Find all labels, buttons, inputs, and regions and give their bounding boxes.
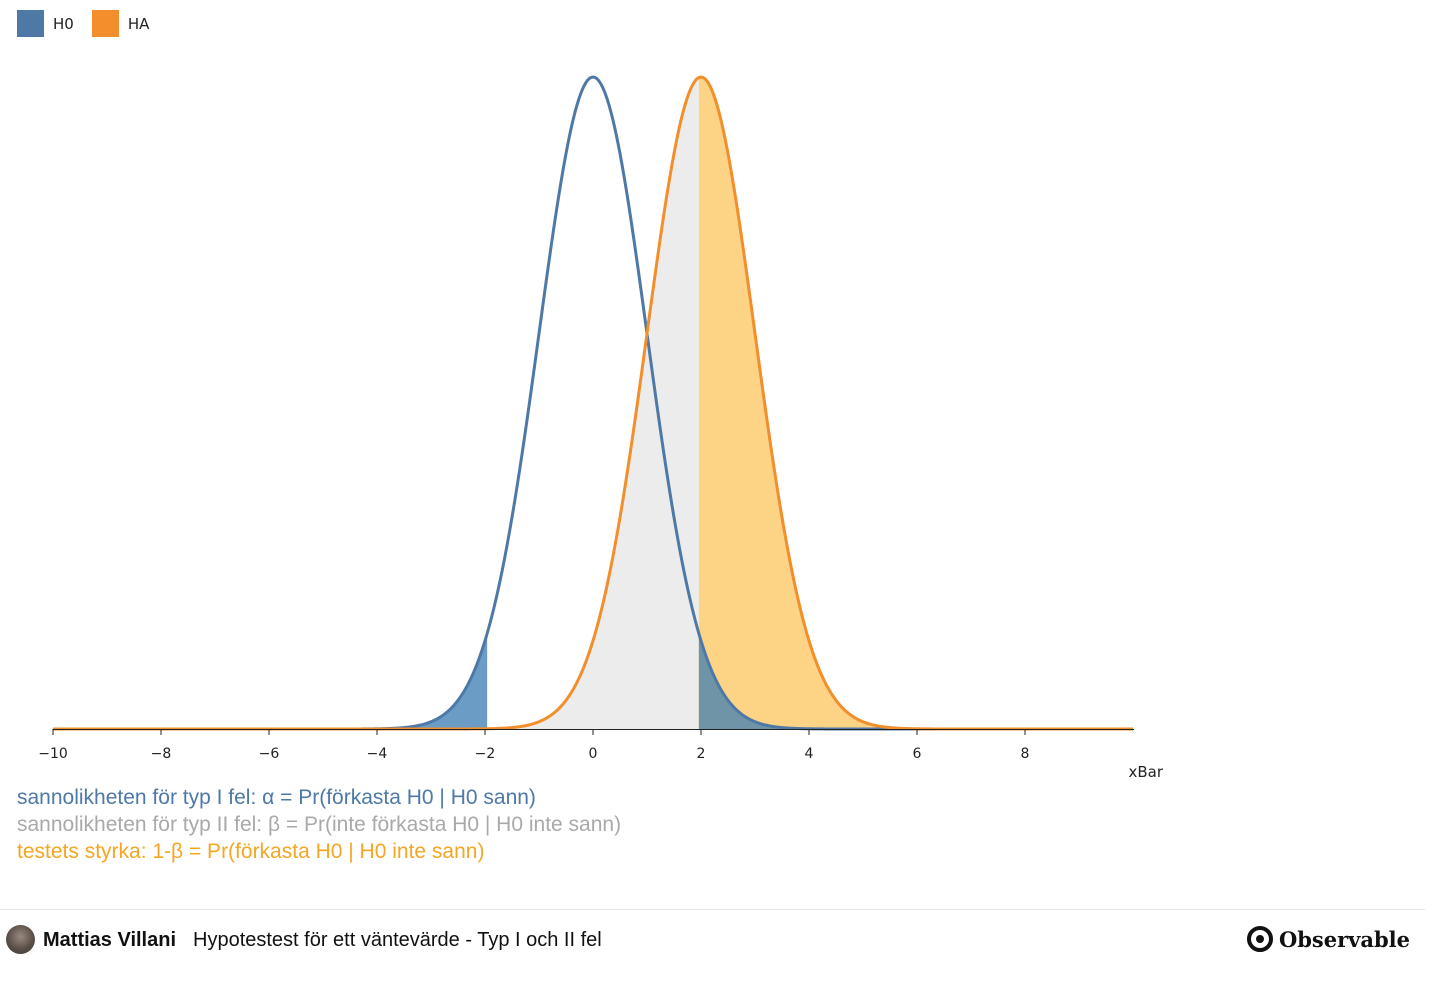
type-i-error-region-right [698, 633, 1133, 729]
x-tick-label: 6 [913, 746, 922, 762]
note-type-ii-error: sannolikheten för typ II fel: β = Pr(int… [17, 813, 622, 836]
note-test-power: testets styrka: 1-β = Pr(förkasta H0 | H… [17, 840, 485, 863]
density-chart: −10 −8 −6 −4 −2 0 2 4 6 8 xBar [38, 75, 1164, 781]
x-axis: −10 −8 −6 −4 −2 0 2 4 6 8 xBar [38, 729, 1164, 781]
notebook-title[interactable]: Hypotestest för ett väntevärde - Typ I o… [193, 929, 602, 951]
user-avatar-icon[interactable] [6, 925, 35, 954]
legend-item-ha: HA [91, 10, 150, 37]
x-tick-label: −10 [38, 746, 68, 762]
legend-swatch-h0 [17, 10, 44, 37]
legend-label-ha: HA [127, 14, 150, 33]
legend: H0 HA [17, 10, 167, 37]
series-line-ha [53, 75, 1133, 731]
x-tick-label: −8 [151, 746, 172, 762]
x-tick-label: −6 [259, 746, 280, 762]
x-tick-label: 8 [1021, 746, 1030, 762]
author-name[interactable]: Mattias Villani [43, 929, 177, 951]
legend-swatch-ha [91, 10, 119, 37]
power-region [698, 77, 1133, 729]
series-line-h0 [53, 75, 1133, 731]
note-type-i-error: sannolikheten för typ I fel: α = Pr(förk… [17, 786, 536, 809]
legend-item-h0: H0 [17, 10, 74, 37]
observable-logo-icon [1246, 926, 1273, 952]
legend-notes: sannolikheten för typ I fel: α = Pr(förk… [17, 784, 621, 865]
x-axis-ticks: −10 −8 −6 −4 −2 0 2 4 6 8 [38, 729, 1029, 762]
x-axis-title: xBar [1128, 763, 1163, 781]
x-tick-label: −2 [475, 746, 496, 762]
type-ii-error-region [487, 77, 699, 729]
x-tick-label: 2 [697, 746, 706, 762]
density-curves [53, 75, 1133, 731]
observable-wordmark: Observable [1278, 926, 1410, 952]
x-tick-label: 4 [805, 746, 814, 762]
legend-label-h0: H0 [53, 14, 74, 33]
type-i-error-region-left [53, 633, 488, 729]
footer: Mattias Villani Hypotestest för ett vänt… [0, 909, 1425, 970]
x-tick-label: −4 [367, 746, 388, 762]
error-regions [53, 77, 1133, 729]
observable-brand[interactable]: Observable [1246, 926, 1410, 952]
x-tick-label: 0 [589, 746, 598, 762]
